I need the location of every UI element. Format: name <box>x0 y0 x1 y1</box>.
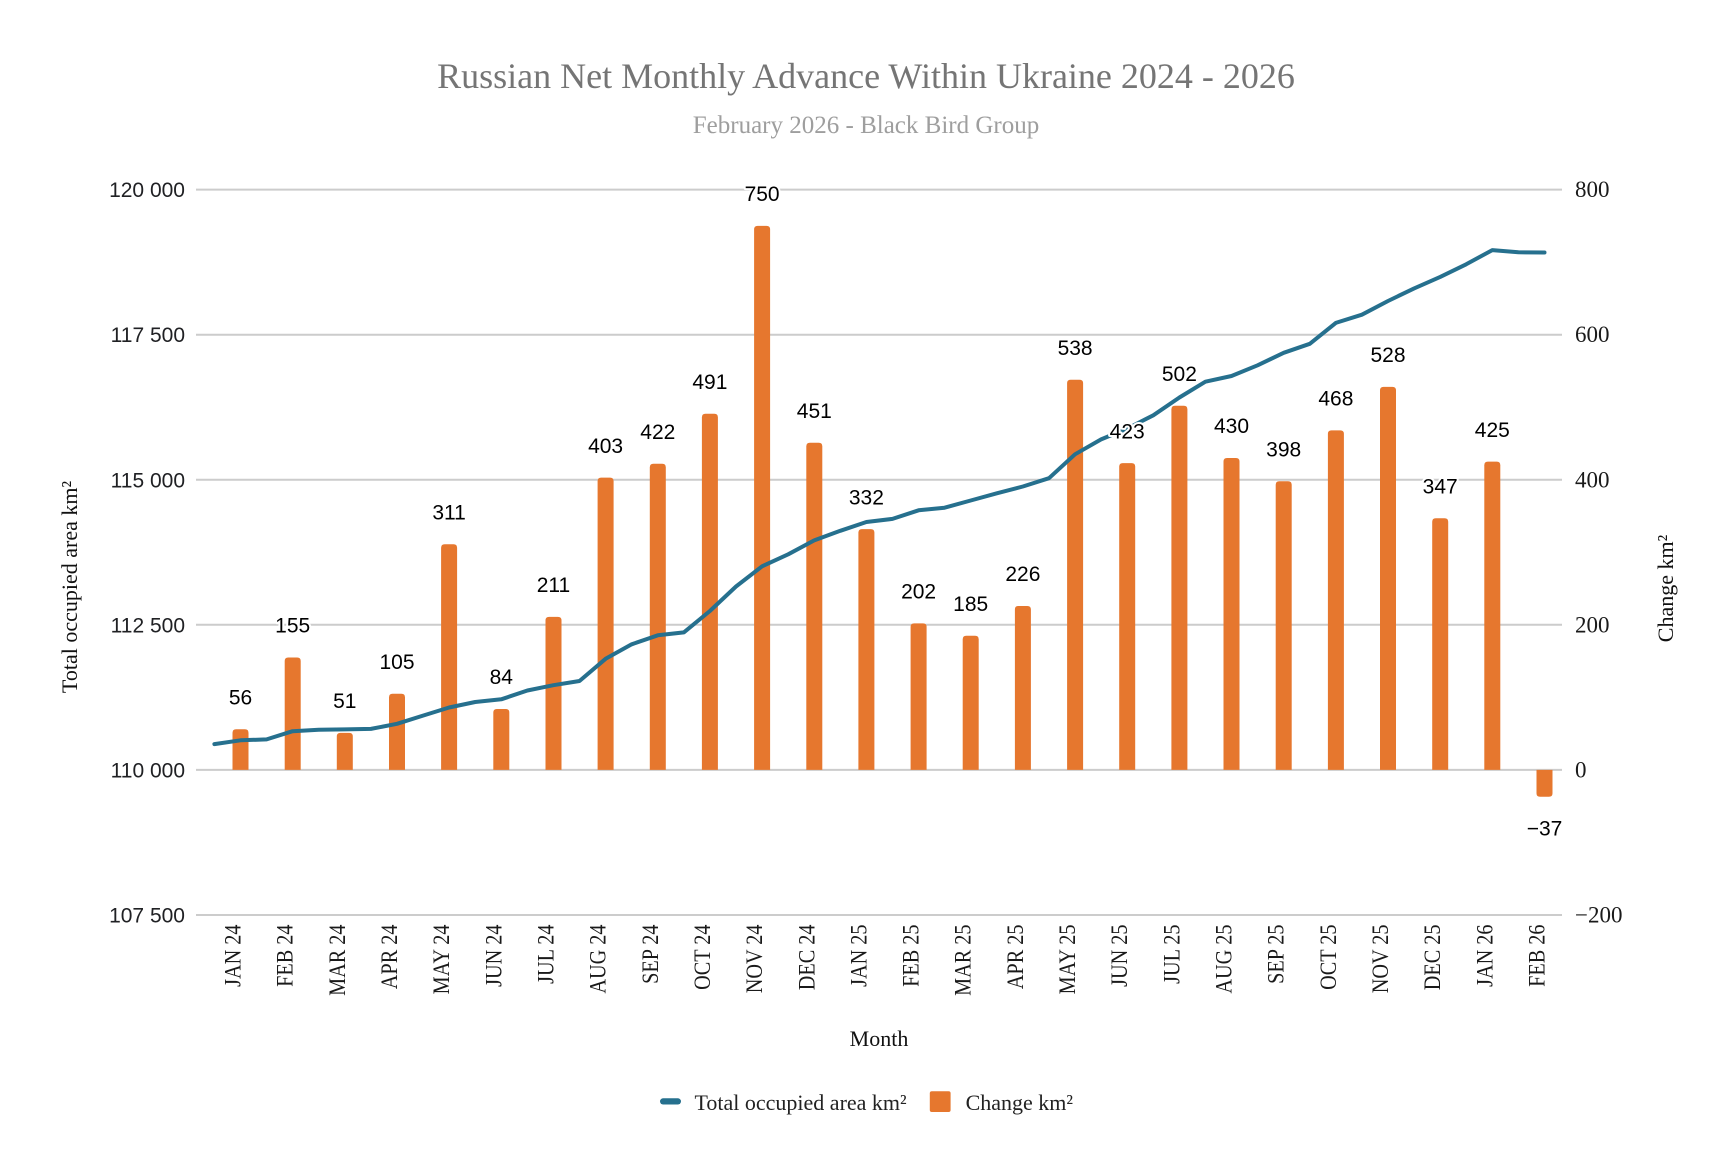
svg-text:APR 24: APR 24 <box>377 924 402 989</box>
svg-text:Russian Net Monthly Advance Wi: Russian Net Monthly Advance Within Ukrai… <box>437 56 1295 96</box>
svg-text:347: 347 <box>1423 475 1458 498</box>
svg-text:451: 451 <box>797 400 832 423</box>
svg-text:SEP 24: SEP 24 <box>638 924 663 984</box>
svg-text:311: 311 <box>432 502 465 525</box>
svg-text:Total occupied area km²: Total occupied area km² <box>695 1090 908 1115</box>
svg-text:MAR 24: MAR 24 <box>325 924 350 996</box>
svg-text:MAY 25: MAY 25 <box>1055 925 1080 995</box>
svg-text:FEB 26: FEB 26 <box>1525 925 1550 987</box>
svg-text:528: 528 <box>1370 344 1405 367</box>
svg-text:423: 423 <box>1110 420 1145 443</box>
svg-text:120 000: 120 000 <box>109 179 185 202</box>
svg-text:211: 211 <box>537 574 570 597</box>
svg-text:Change km²: Change km² <box>1653 534 1678 642</box>
svg-text:332: 332 <box>849 486 884 509</box>
svg-text:MAY 24: MAY 24 <box>429 924 454 994</box>
svg-text:MAR 25: MAR 25 <box>951 925 976 996</box>
svg-text:200: 200 <box>1575 612 1610 637</box>
svg-text:NOV 24: NOV 24 <box>742 924 767 993</box>
svg-text:JAN 24: JAN 24 <box>221 924 246 987</box>
svg-text:800: 800 <box>1575 177 1610 202</box>
svg-text:400: 400 <box>1575 467 1610 492</box>
svg-text:51: 51 <box>333 690 356 713</box>
svg-text:112 500: 112 500 <box>111 614 185 637</box>
svg-text:JAN 26: JAN 26 <box>1472 925 1497 987</box>
svg-text:56: 56 <box>229 687 252 710</box>
svg-text:Total occupied area km²: Total occupied area km² <box>57 481 82 694</box>
svg-text:107 500: 107 500 <box>109 905 185 928</box>
svg-text:84: 84 <box>490 666 514 689</box>
svg-text:JUL 25: JUL 25 <box>1159 925 1184 984</box>
svg-text:403: 403 <box>588 435 623 458</box>
svg-text:−37: −37 <box>1527 817 1563 840</box>
svg-text:OCT 25: OCT 25 <box>1316 925 1341 990</box>
svg-text:750: 750 <box>745 183 780 206</box>
svg-text:202: 202 <box>901 581 936 604</box>
svg-text:105: 105 <box>379 651 414 674</box>
svg-text:AUG 24: AUG 24 <box>586 924 611 994</box>
svg-text:JUN 24: JUN 24 <box>481 924 506 987</box>
svg-text:425: 425 <box>1475 419 1510 442</box>
svg-text:Change km²: Change km² <box>966 1090 1074 1115</box>
svg-text:APR 25: APR 25 <box>1003 925 1028 990</box>
svg-text:185: 185 <box>953 593 988 616</box>
svg-text:422: 422 <box>640 421 675 444</box>
svg-text:Month: Month <box>850 1026 909 1051</box>
svg-text:FEB 25: FEB 25 <box>899 925 924 987</box>
svg-text:398: 398 <box>1266 438 1301 461</box>
svg-text:JUL 24: JUL 24 <box>534 924 559 984</box>
svg-text:226: 226 <box>1005 563 1040 586</box>
svg-text:430: 430 <box>1214 415 1249 438</box>
svg-text:JUN 25: JUN 25 <box>1107 925 1132 987</box>
svg-text:AUG 25: AUG 25 <box>1212 925 1237 994</box>
svg-text:491: 491 <box>692 371 727 394</box>
svg-text:155: 155 <box>275 615 310 638</box>
svg-text:DEC 25: DEC 25 <box>1420 925 1445 991</box>
svg-text:FEB 24: FEB 24 <box>273 924 298 987</box>
svg-text:117 500: 117 500 <box>111 324 185 347</box>
svg-text:NOV 25: NOV 25 <box>1368 925 1393 994</box>
svg-text:115 000: 115 000 <box>111 469 185 492</box>
svg-text:JAN 25: JAN 25 <box>846 925 871 987</box>
svg-text:0: 0 <box>1575 757 1587 782</box>
svg-text:600: 600 <box>1575 322 1610 347</box>
svg-text:SEP 25: SEP 25 <box>1264 925 1289 984</box>
svg-text:−200: −200 <box>1575 903 1622 928</box>
svg-text:February 2026 - Black Bird Gro: February 2026 - Black Bird Group <box>693 112 1039 139</box>
svg-text:110 000: 110 000 <box>111 759 185 782</box>
svg-text:538: 538 <box>1058 337 1093 360</box>
svg-text:OCT 24: OCT 24 <box>690 924 715 990</box>
svg-text:502: 502 <box>1162 363 1197 386</box>
svg-text:DEC 24: DEC 24 <box>794 924 819 990</box>
svg-text:468: 468 <box>1318 388 1353 411</box>
